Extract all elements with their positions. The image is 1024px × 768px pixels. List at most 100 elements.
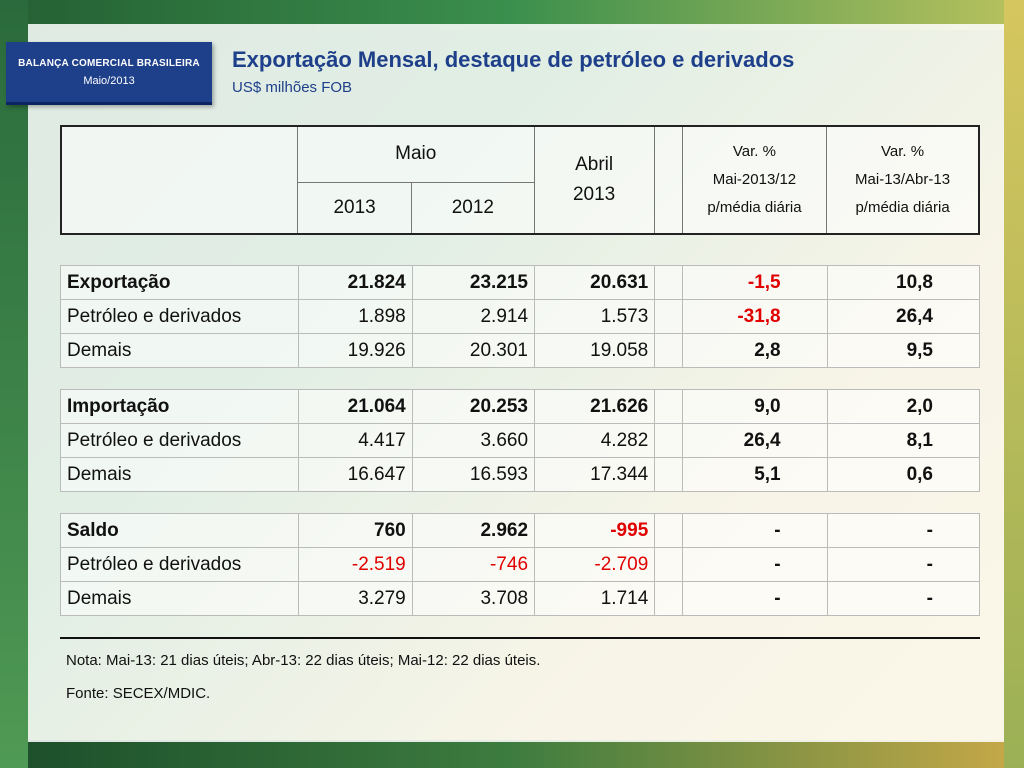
header-var2: Var. % Mai-13/Abr-13 p/média diária bbox=[826, 125, 980, 235]
value-cell: 3.708 bbox=[411, 581, 536, 616]
value-cell: 8,1 bbox=[826, 423, 981, 458]
row-label: Demais bbox=[60, 581, 299, 616]
value-cell: -2.519 bbox=[297, 547, 413, 582]
gap-cell bbox=[654, 581, 684, 616]
gap-cell bbox=[654, 265, 684, 300]
value-cell: -746 bbox=[411, 547, 536, 582]
value-cell: -1,5 bbox=[682, 265, 828, 300]
gap-cell bbox=[654, 547, 684, 582]
value-cell: 26,4 bbox=[826, 299, 981, 334]
value-cell: 3.660 bbox=[411, 423, 536, 458]
value-cell: 20.253 bbox=[411, 389, 536, 424]
value-cell: - bbox=[682, 547, 828, 582]
value-cell: 26,4 bbox=[682, 423, 828, 458]
gap-cell bbox=[654, 299, 684, 334]
slide-title: Exportação Mensal, destaque de petróleo … bbox=[232, 47, 795, 72]
value-cell: 19.926 bbox=[297, 333, 413, 368]
table-row: Saldo 760 2.962 -995- - bbox=[60, 513, 981, 548]
row-label: Demais bbox=[60, 457, 299, 492]
table-row: Demais 16.647 16.593 17.344 5,1 0,6 bbox=[60, 457, 981, 492]
value-cell: 1.573 bbox=[534, 299, 656, 334]
value-cell: 2.962 bbox=[411, 513, 536, 548]
value-cell: 10,8 bbox=[826, 265, 981, 300]
header-blank-cell bbox=[60, 125, 298, 235]
value-cell: 5,1 bbox=[682, 457, 828, 492]
row-label: Importação bbox=[60, 389, 299, 424]
value-cell: 21.824 bbox=[297, 265, 413, 300]
table-row: Petróleo e derivados 1.898 2.914 1.573 -31,8… bbox=[60, 299, 981, 334]
table-row: Petróleo e derivados 4.417 3.660 4.282 26,4 8… bbox=[60, 423, 981, 458]
source-note: Fonte: SECEX/MDIC. bbox=[66, 685, 211, 702]
header-2013: 2013 bbox=[296, 181, 413, 235]
gap-cell bbox=[654, 333, 684, 368]
row-label: Exportação bbox=[60, 265, 299, 300]
background-band-left bbox=[0, 0, 28, 768]
value-cell: 2.914 bbox=[411, 299, 536, 334]
header-var1-l3: p/média diária bbox=[707, 199, 802, 216]
row-label: Petróleo e derivados bbox=[60, 423, 299, 458]
footnote: Nota: Mai-13: 21 dias úteis; Abr-13: 22 … bbox=[66, 652, 541, 669]
value-cell: 17.344 bbox=[534, 457, 656, 492]
value-cell: 9,5 bbox=[826, 333, 981, 368]
badge-title: BALANÇA COMERCIAL BRASILEIRA bbox=[18, 58, 200, 69]
value-cell: 16.593 bbox=[411, 457, 536, 492]
value-cell: 20.631 bbox=[534, 265, 656, 300]
value-cell: 1.898 bbox=[297, 299, 413, 334]
gap-cell bbox=[654, 513, 684, 548]
gap-cell bbox=[654, 457, 684, 492]
row-label: Petróleo e derivados bbox=[60, 299, 299, 334]
value-cell: -31,8 bbox=[682, 299, 828, 334]
value-cell: 1.714 bbox=[534, 581, 656, 616]
header-maio: Maio bbox=[297, 125, 535, 183]
value-cell: 4.282 bbox=[534, 423, 656, 458]
exportacao-table: Exportação 21.824 23.215 20.631 -1,5 10,8 Petr… bbox=[60, 265, 981, 368]
background-band-right bbox=[1004, 0, 1024, 768]
value-cell: 19.058 bbox=[534, 333, 656, 368]
background-band-bottom bbox=[0, 740, 1024, 768]
header-abril: Abril 2013 bbox=[533, 125, 655, 235]
value-cell: -995 bbox=[534, 513, 656, 548]
value-cell: - bbox=[826, 581, 981, 616]
gap-cell bbox=[654, 389, 684, 424]
value-cell: 16.647 bbox=[297, 457, 413, 492]
value-cell: - bbox=[826, 513, 981, 548]
value-cell: - bbox=[682, 581, 828, 616]
slide-subtitle: US$ milhões FOB bbox=[232, 79, 353, 96]
value-cell: 0,6 bbox=[826, 457, 981, 492]
table-row: Demais 3.279 3.708 1.714- - bbox=[60, 581, 981, 616]
header-2012: 2012 bbox=[411, 181, 535, 235]
table-row: Petróleo e derivados -2.519 -746 -2.709- - bbox=[60, 547, 981, 582]
value-cell: 2,8 bbox=[682, 333, 828, 368]
importacao-table: Importação 21.064 20.253 21.626 9,0 2,0 Petról… bbox=[60, 389, 981, 492]
header-var1-l1: Var. % bbox=[732, 143, 776, 160]
row-label: Petróleo e derivados bbox=[60, 547, 299, 582]
saldo-table: Saldo 760 2.962 -995- - Petróleo e derivados -… bbox=[60, 513, 981, 616]
value-cell: - bbox=[826, 547, 981, 582]
header-var1-l2: Mai-2013/12 bbox=[712, 171, 797, 188]
value-cell: 20.301 bbox=[411, 333, 536, 368]
gap-cell bbox=[654, 423, 684, 458]
value-cell: 3.279 bbox=[297, 581, 413, 616]
badge-date: Maio/2013 bbox=[83, 75, 135, 87]
value-cell: 23.215 bbox=[411, 265, 536, 300]
table-row: Demais 19.926 20.301 19.058 2,8 9,5 bbox=[60, 333, 981, 368]
value-cell: 21.626 bbox=[534, 389, 656, 424]
footer-rule bbox=[60, 637, 980, 639]
value-cell: 21.064 bbox=[297, 389, 413, 424]
report-badge: BALANÇA COMERCIAL BRASILEIRA Maio/2013 bbox=[6, 42, 212, 105]
header-abril-label: Abril bbox=[575, 154, 614, 175]
value-cell: 4.417 bbox=[297, 423, 413, 458]
value-cell: - bbox=[682, 513, 828, 548]
header-var2-l2: Mai-13/Abr-13 bbox=[855, 171, 951, 188]
header-var1: Var. % Mai-2013/12 p/média diária bbox=[681, 125, 828, 235]
value-cell: 2,0 bbox=[826, 389, 981, 424]
header-abril-year: 2013 bbox=[572, 184, 616, 205]
header-var2-l3: p/média diária bbox=[855, 199, 950, 216]
table-row: Exportação 21.824 23.215 20.631 -1,5 10,8 bbox=[60, 265, 981, 300]
row-label: Demais bbox=[60, 333, 299, 368]
header-var2-l1: Var. % bbox=[881, 143, 925, 160]
value-cell: 760 bbox=[297, 513, 413, 548]
row-label: Saldo bbox=[60, 513, 299, 548]
table-row: Importação 21.064 20.253 21.626 9,0 2,0 bbox=[60, 389, 981, 424]
value-cell: 9,0 bbox=[682, 389, 828, 424]
